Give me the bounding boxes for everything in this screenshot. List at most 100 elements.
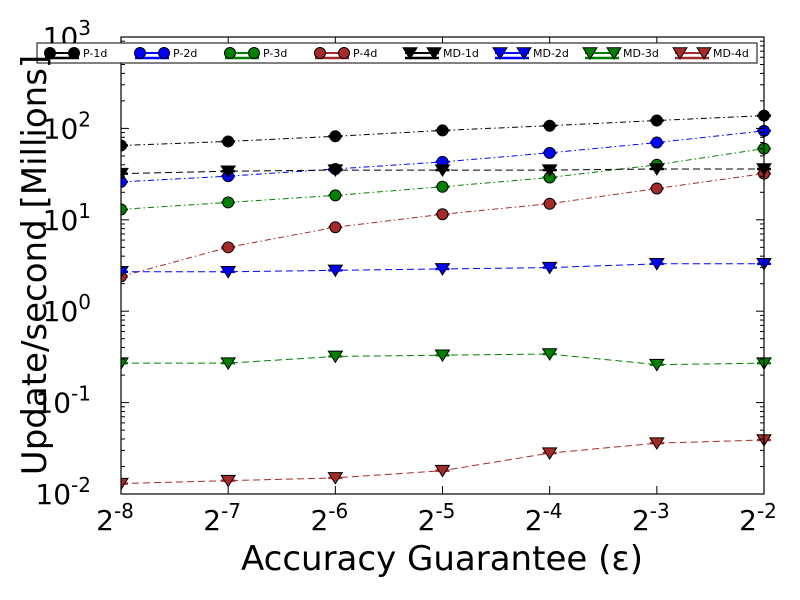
legend-marker bbox=[492, 47, 508, 60]
point-md-3d bbox=[541, 348, 558, 361]
point-md-1d bbox=[327, 164, 344, 177]
legend-marker bbox=[248, 47, 260, 59]
point-p-2d bbox=[121, 175, 127, 188]
legend-marker bbox=[44, 47, 56, 59]
point-md-1d bbox=[434, 164, 451, 177]
legend-item-md-3d: MD-3d bbox=[582, 47, 659, 60]
point-md-2d bbox=[434, 263, 451, 276]
legend-label: MD-2d bbox=[533, 47, 569, 60]
legend: P-1d P-2d P-3d P-4d MD-1d MD-2d MD-3d MD-4d bbox=[36, 42, 758, 64]
y-tick-label: 101 bbox=[43, 199, 91, 237]
point-md-4d bbox=[121, 477, 129, 491]
legend-label: P-3d bbox=[263, 47, 287, 60]
point-md-1d bbox=[220, 165, 237, 179]
legend-marker bbox=[672, 47, 688, 60]
legend-item-p-3d: P-3d bbox=[224, 47, 287, 60]
point-p-4d bbox=[222, 241, 235, 254]
series-md-3d bbox=[121, 348, 772, 372]
point-md-1d bbox=[121, 167, 129, 181]
point-p-3d bbox=[222, 196, 235, 209]
series-md-2d bbox=[121, 258, 772, 279]
legend-marker bbox=[224, 47, 236, 59]
point-p-4d bbox=[650, 182, 663, 195]
series-p-3d bbox=[121, 142, 771, 216]
point-md-4d bbox=[541, 447, 558, 461]
legend-marker bbox=[134, 47, 146, 59]
legend-marker bbox=[314, 47, 326, 59]
legend-marker bbox=[696, 47, 712, 60]
point-md-4d bbox=[648, 437, 665, 451]
legend-label: P-1d bbox=[83, 47, 107, 60]
point-md-3d bbox=[220, 357, 237, 371]
point-md-4d bbox=[220, 474, 237, 488]
point-md-2d bbox=[220, 266, 237, 279]
legend-marker bbox=[582, 47, 598, 60]
point-md-3d bbox=[434, 349, 451, 363]
legend-label: P-4d bbox=[353, 47, 377, 60]
legend-marker bbox=[338, 47, 350, 59]
legend-marker bbox=[516, 47, 532, 60]
point-p-2d bbox=[650, 136, 663, 149]
y-tick-label: 10-2 bbox=[35, 473, 91, 511]
point-p-1d bbox=[543, 119, 556, 132]
point-md-1d bbox=[648, 163, 665, 176]
point-p-4d bbox=[543, 197, 556, 210]
point-md-2d bbox=[648, 258, 665, 271]
x-tick-label: 2-5 bbox=[418, 499, 456, 537]
legend-marker bbox=[606, 47, 622, 60]
legend-marker bbox=[402, 47, 418, 60]
plot-series bbox=[121, 109, 772, 491]
y-tick-label: 100 bbox=[43, 290, 91, 328]
point-md-2d bbox=[327, 264, 344, 278]
legend-item-p-2d: P-2d bbox=[134, 47, 197, 60]
point-md-1d bbox=[541, 164, 558, 177]
point-p-4d bbox=[329, 221, 342, 234]
point-md-3d bbox=[121, 357, 129, 371]
axis-ticks: 2-8 2-7 2-6 2-5 2-4 2-3 2-210-210-110010110210… bbox=[35, 16, 776, 537]
point-p-4d bbox=[436, 208, 449, 221]
legend-box bbox=[36, 42, 758, 64]
point-md-4d bbox=[434, 464, 451, 478]
point-md-3d bbox=[327, 350, 344, 364]
point-p-3d bbox=[436, 180, 449, 193]
legend-item-md-1d: MD-1d bbox=[402, 47, 479, 60]
legend-marker bbox=[426, 47, 442, 60]
x-tick-label: 2-7 bbox=[203, 499, 241, 537]
point-md-4d bbox=[327, 472, 344, 485]
legend-marker bbox=[68, 47, 80, 59]
x-axis-title: Accuracy Guarantee (ε) bbox=[241, 539, 643, 579]
y-tick-label: 10-1 bbox=[35, 382, 91, 420]
point-md-2d bbox=[121, 266, 129, 279]
y-tick-label: 102 bbox=[43, 107, 91, 145]
point-p-3d bbox=[121, 203, 127, 216]
series-p-4d bbox=[121, 167, 771, 283]
legend-item-p-4d: P-4d bbox=[314, 47, 377, 60]
legend-label: P-2d bbox=[173, 47, 197, 60]
point-p-2d bbox=[543, 146, 556, 159]
legend-label: MD-3d bbox=[623, 47, 659, 60]
y-axis-title: Update/second [Millions] bbox=[15, 55, 55, 475]
x-tick-label: 2-4 bbox=[525, 499, 563, 537]
legend-label: MD-1d bbox=[443, 47, 479, 60]
point-p-3d bbox=[329, 189, 342, 202]
series-md-4d bbox=[121, 434, 772, 491]
x-tick-label: 2-8 bbox=[96, 499, 134, 537]
point-p-1d bbox=[329, 130, 342, 143]
legend-item-md-2d: MD-2d bbox=[492, 47, 569, 60]
point-p-1d bbox=[222, 135, 235, 148]
legend-marker bbox=[158, 47, 170, 59]
x-tick-label: 2-2 bbox=[739, 499, 777, 537]
legend-item-p-1d: P-1d bbox=[44, 47, 107, 60]
series-p-1d bbox=[121, 109, 771, 152]
point-md-3d bbox=[648, 358, 665, 372]
x-tick-label: 2-6 bbox=[310, 499, 348, 537]
point-p-1d bbox=[650, 114, 663, 127]
point-md-2d bbox=[541, 261, 558, 275]
x-tick-label: 2-3 bbox=[632, 499, 670, 537]
legend-label: MD-4d bbox=[713, 47, 749, 60]
series-md-1d bbox=[121, 163, 772, 181]
point-p-1d bbox=[436, 124, 449, 137]
legend-item-md-4d: MD-4d bbox=[672, 47, 749, 60]
